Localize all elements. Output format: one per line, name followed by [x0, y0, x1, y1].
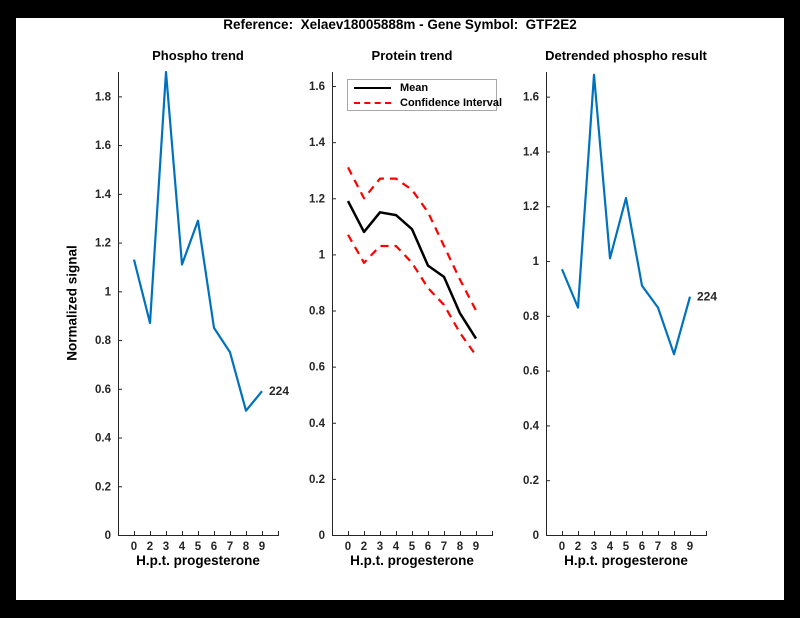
tick-label: 0 [319, 530, 325, 542]
subplot3-title: Detrended phospho result [545, 48, 707, 63]
tick-label: 0.8 [523, 311, 540, 323]
subplot1-title: Phospho trend [152, 48, 244, 63]
tick-label: 6 [425, 541, 431, 553]
tick-label: 5 [623, 541, 630, 553]
tick-label: 6 [211, 541, 217, 553]
tick-label: 2 [575, 541, 581, 553]
tick-label: 8 [243, 541, 250, 553]
series-line [346, 200, 478, 340]
tick-label: 7 [227, 541, 233, 553]
tick-label: 0.8 [95, 335, 112, 347]
tick-label: 4 [607, 541, 614, 553]
tick-label: 0.4 [95, 433, 112, 445]
tick-label: 0 [559, 541, 565, 553]
tick-label: 0.8 [309, 306, 326, 318]
tick-label: 1.6 [95, 140, 111, 152]
legend-label-mean: Mean [400, 81, 429, 94]
tick-label: 1.4 [523, 146, 540, 158]
tick-label: 7 [655, 541, 661, 553]
series-line [347, 234, 477, 357]
tick-label: 3 [377, 541, 383, 553]
tick-label: 2 [361, 541, 367, 553]
ci-line-sample [354, 101, 391, 104]
tick-label: 9 [473, 541, 479, 553]
tick-label: 0.6 [309, 362, 325, 374]
tick-label: 1 [105, 286, 112, 298]
tick-label: 1.6 [523, 92, 539, 104]
subplot3-x-label: H.p.t. progesterone [564, 553, 688, 568]
figure-title: Reference: Xelaev18005888m - Gene Symbol… [223, 17, 577, 32]
tick-label: 1.2 [309, 193, 325, 205]
tick-label: 0.2 [523, 475, 539, 487]
subplot2-title: Protein trend [371, 48, 453, 63]
tick-label: 9 [259, 541, 265, 553]
tick-label: 0.6 [95, 384, 111, 396]
subplot-2 [332, 72, 493, 536]
legend-row-ci: Confidence Interval [354, 97, 502, 109]
tick-label: 0.4 [523, 420, 540, 432]
tick-label: 3 [163, 541, 169, 553]
legend-row-mean: Mean [354, 82, 490, 94]
tick-label: 3 [591, 541, 597, 553]
tick-label: 0.6 [523, 366, 539, 378]
subplot-3: 224 [546, 72, 717, 536]
tick-label: 1.4 [95, 189, 112, 201]
tick-label: 1 [319, 249, 326, 261]
tick-label: 7 [441, 541, 447, 553]
subplot2-x-label: H.p.t. progesterone [350, 553, 474, 568]
series-end-label: 224 [697, 290, 717, 304]
tick-label: 0.2 [95, 481, 111, 493]
series-line [347, 166, 477, 312]
subplot1-x-label: H.p.t. progesterone [136, 553, 260, 568]
tick-label: 8 [671, 541, 678, 553]
series-line [560, 73, 692, 356]
tick-label: 1.6 [309, 81, 325, 93]
legend-label-ci: Confidence Interval [400, 96, 503, 109]
tick-label: 4 [179, 541, 186, 553]
mean-line-sample [354, 86, 391, 89]
tick-label: 0 [131, 541, 137, 553]
tick-label: 0 [105, 530, 111, 542]
tick-label: 1.4 [309, 137, 326, 149]
tick-label: 1.2 [523, 201, 539, 213]
tick-label: 8 [457, 541, 464, 553]
series-line [132, 70, 263, 412]
series-end-label: 224 [269, 384, 289, 398]
tick-label: 6 [639, 541, 645, 553]
legend: Mean Confidence Interval [347, 79, 502, 111]
tick-label: 4 [393, 541, 400, 553]
tick-label: 0 [345, 541, 351, 553]
tick-label: 0 [533, 530, 539, 542]
tick-label: 5 [409, 541, 416, 553]
tick-label: 0.2 [309, 474, 325, 486]
tick-label: 2 [147, 541, 153, 553]
tick-label: 9 [687, 541, 693, 553]
figure-canvas [16, 18, 784, 600]
tick-label: 0.4 [309, 418, 326, 430]
tick-label: 1.2 [95, 238, 111, 250]
tick-label: 5 [195, 541, 202, 553]
tick-label: 1 [533, 256, 540, 268]
subplot-1: 224 [118, 70, 289, 536]
tick-label: 1.8 [95, 91, 112, 103]
